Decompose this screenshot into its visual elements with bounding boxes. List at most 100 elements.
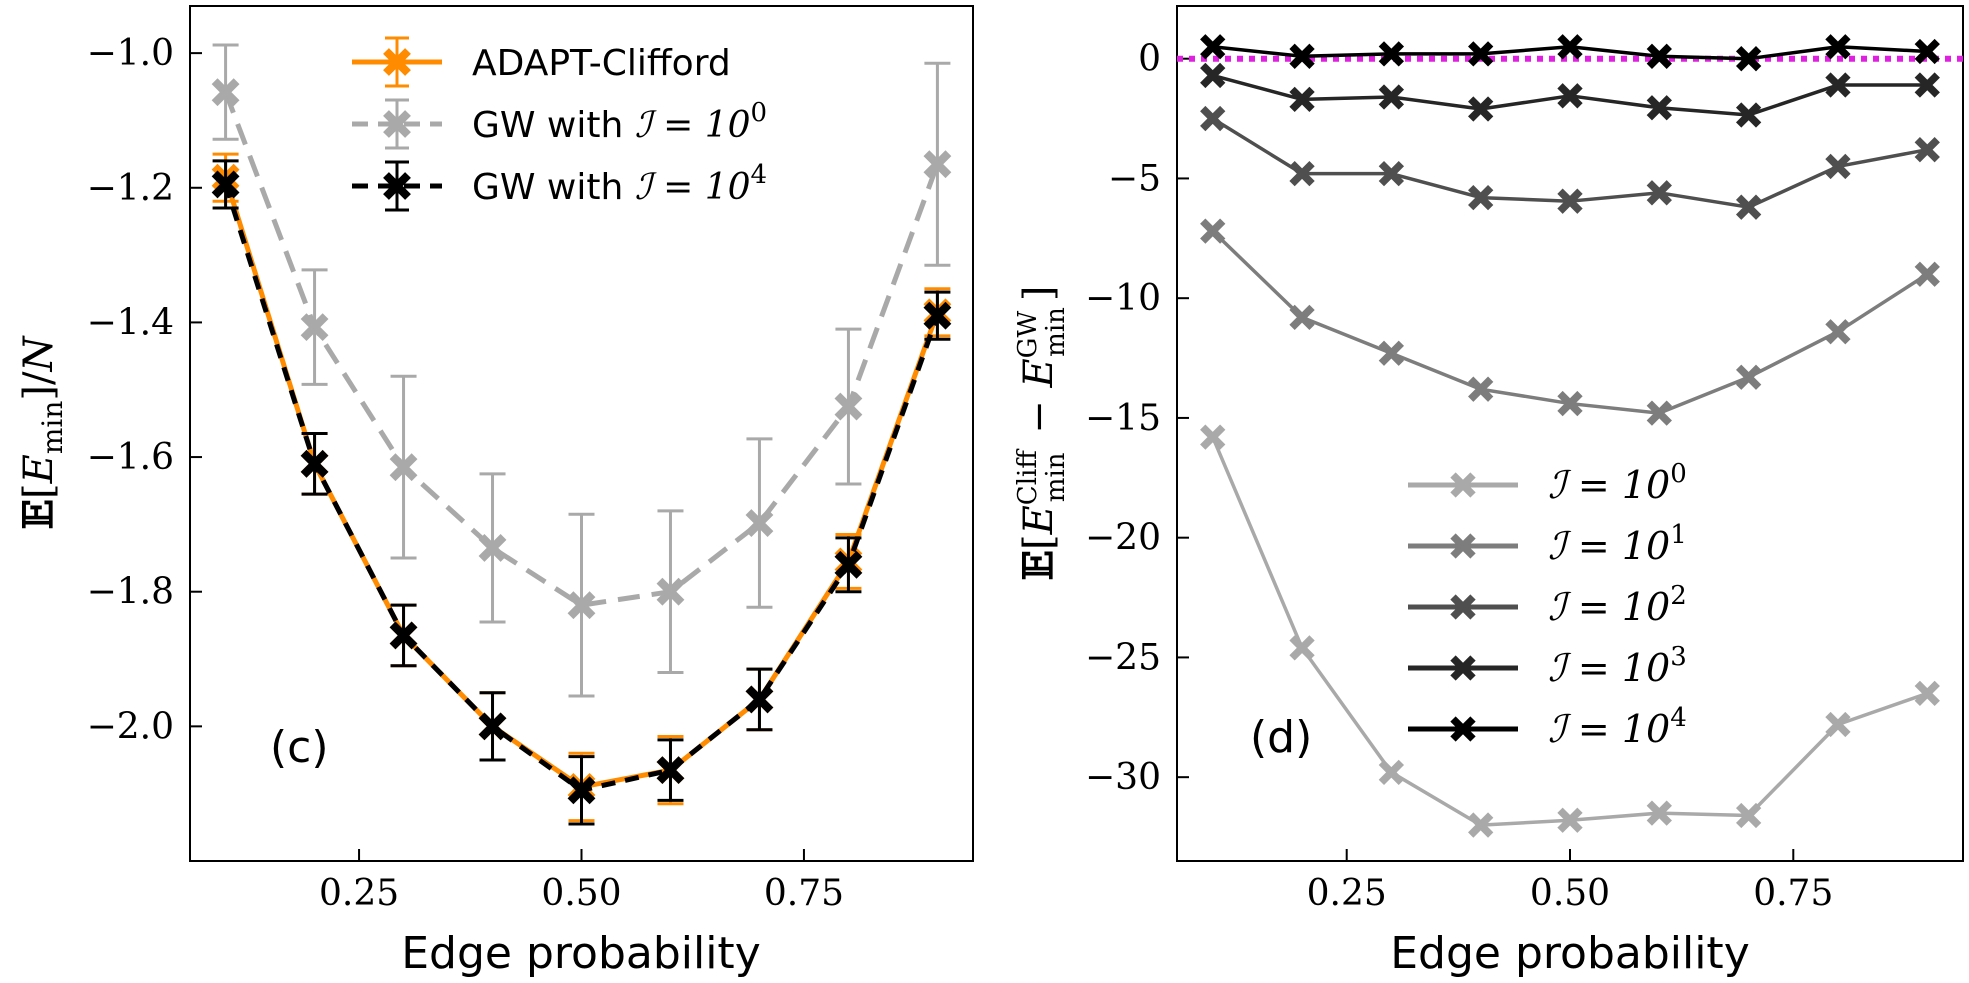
data-point xyxy=(478,712,507,741)
data-point xyxy=(1914,38,1940,65)
data-point xyxy=(1468,376,1494,402)
legend-d: ℐ = 100 ℐ = 101 ℐ = 102 ℐ = 103 ℐ = 104 xyxy=(1408,459,1687,751)
data-point xyxy=(1825,153,1851,180)
data-point xyxy=(1646,180,1672,206)
data-point xyxy=(1468,184,1494,211)
series-d xyxy=(1177,34,1963,838)
series-2 xyxy=(1200,105,1940,220)
data-point xyxy=(834,550,863,579)
data-point xyxy=(1825,72,1851,98)
series-line xyxy=(223,183,940,793)
legend-item: ℐ = 102 xyxy=(1408,581,1687,629)
legend-label: ℐ = 103 xyxy=(1548,642,1687,690)
data-point xyxy=(1468,96,1494,122)
data-point xyxy=(1735,802,1762,829)
legend-marker xyxy=(383,172,411,200)
series-line xyxy=(223,91,940,608)
data-point xyxy=(923,301,952,330)
series-0 xyxy=(211,152,952,823)
data-point xyxy=(1914,680,1940,707)
data-point xyxy=(1200,34,1226,60)
data-point xyxy=(389,621,418,650)
series-c xyxy=(211,43,952,826)
data-point xyxy=(1914,261,1940,287)
data-point xyxy=(1200,105,1226,132)
legend-marker xyxy=(383,110,411,138)
data-point xyxy=(1735,194,1762,220)
y-tick-label: −1.4 xyxy=(87,302,174,343)
y-axis-label-d: 𝔼[ECliffmin − EGWmin] xyxy=(1013,285,1071,580)
y-tick-label: −1.8 xyxy=(87,572,174,613)
data-point xyxy=(300,449,329,478)
data-point xyxy=(1289,304,1315,330)
legend-label: GW with ℐ = 104 xyxy=(472,160,767,208)
y-tick-label: 0 xyxy=(1138,39,1161,80)
legend-item: GW with ℐ = 104 xyxy=(352,160,767,212)
data-point xyxy=(923,150,952,179)
data-point xyxy=(834,392,863,421)
data-point xyxy=(211,78,240,107)
series-4 xyxy=(1200,34,1940,72)
legend-item: ℐ = 103 xyxy=(1408,642,1687,690)
x-tick-label: 0.25 xyxy=(319,873,399,914)
legend-marker xyxy=(383,48,411,76)
legend-marker xyxy=(1450,594,1476,620)
ticks-c: 0.25 0.50 0.75 −1.0 −1.2 −1.4 −1.6 −1.8 −2.0 xyxy=(87,33,844,914)
data-point xyxy=(1646,800,1672,826)
data-point xyxy=(1289,160,1315,187)
data-point xyxy=(656,577,685,606)
panel-tag-d: (d) xyxy=(1250,712,1312,763)
legend-c: ADAPT-Clifford GW with ℐ = 100 GW with ℐ =… xyxy=(352,36,767,212)
y-tick-label: −15 xyxy=(1085,398,1161,439)
data-point xyxy=(1557,188,1583,214)
data-point xyxy=(1825,711,1851,738)
panel-d: 0.25 0.50 0.75 0 −5 −10 −15 −20 −25 −30 (d) Edge … xyxy=(1013,5,1964,979)
legend-label: ℐ = 102 xyxy=(1548,581,1687,629)
data-point xyxy=(1468,812,1494,838)
legend-item: GW with ℐ = 100 xyxy=(352,98,767,150)
data-point xyxy=(1646,400,1672,426)
data-point xyxy=(1735,102,1762,128)
legend-label: GW with ℐ = 100 xyxy=(472,98,767,146)
legend-label: ℐ = 101 xyxy=(1548,520,1687,568)
data-point xyxy=(1289,43,1315,69)
series-0 xyxy=(1200,424,1940,838)
legend-item: ℐ = 100 xyxy=(1408,459,1687,507)
y-axis-label-c: 𝔼[Emin]/N xyxy=(15,335,69,530)
data-point xyxy=(1825,34,1851,60)
x-tick-label: 0.50 xyxy=(541,873,621,914)
series-2 xyxy=(211,159,952,826)
data-point xyxy=(211,170,240,199)
legend-marker xyxy=(1450,533,1476,559)
data-point xyxy=(1914,137,1940,163)
data-point xyxy=(1557,83,1583,109)
data-point xyxy=(1200,424,1226,450)
data-point xyxy=(389,453,418,482)
y-tick-label: −25 xyxy=(1085,637,1161,678)
panel-tag-c: (c) xyxy=(270,722,329,773)
x-tick-label: 0.25 xyxy=(1307,873,1387,914)
panel-c: 0.25 0.50 0.75 −1.0 −1.2 −1.4 −1.6 −1.8 −2.0 (c)… xyxy=(15,5,974,979)
data-point xyxy=(1378,41,1405,67)
y-tick-label: −1.2 xyxy=(87,168,174,209)
series-3 xyxy=(1200,62,1940,128)
data-point xyxy=(1289,635,1315,661)
legend-item: ℐ = 104 xyxy=(1408,703,1687,751)
y-tick-label: −1.6 xyxy=(87,437,174,478)
series-line xyxy=(1211,117,1928,209)
data-point xyxy=(1200,62,1226,89)
x-tick-label: 0.75 xyxy=(1753,873,1833,914)
series-line xyxy=(1211,229,1929,415)
legend-marker xyxy=(1450,655,1476,681)
data-point xyxy=(1378,759,1405,786)
data-point xyxy=(1914,72,1940,98)
data-point xyxy=(478,534,507,562)
data-point xyxy=(1200,218,1226,244)
y-tick-label: −2.0 xyxy=(87,706,174,747)
series-1 xyxy=(1200,218,1940,426)
data-point xyxy=(1735,46,1762,72)
legend-marker xyxy=(1450,472,1476,498)
data-point xyxy=(567,776,596,805)
data-point xyxy=(1378,340,1405,366)
